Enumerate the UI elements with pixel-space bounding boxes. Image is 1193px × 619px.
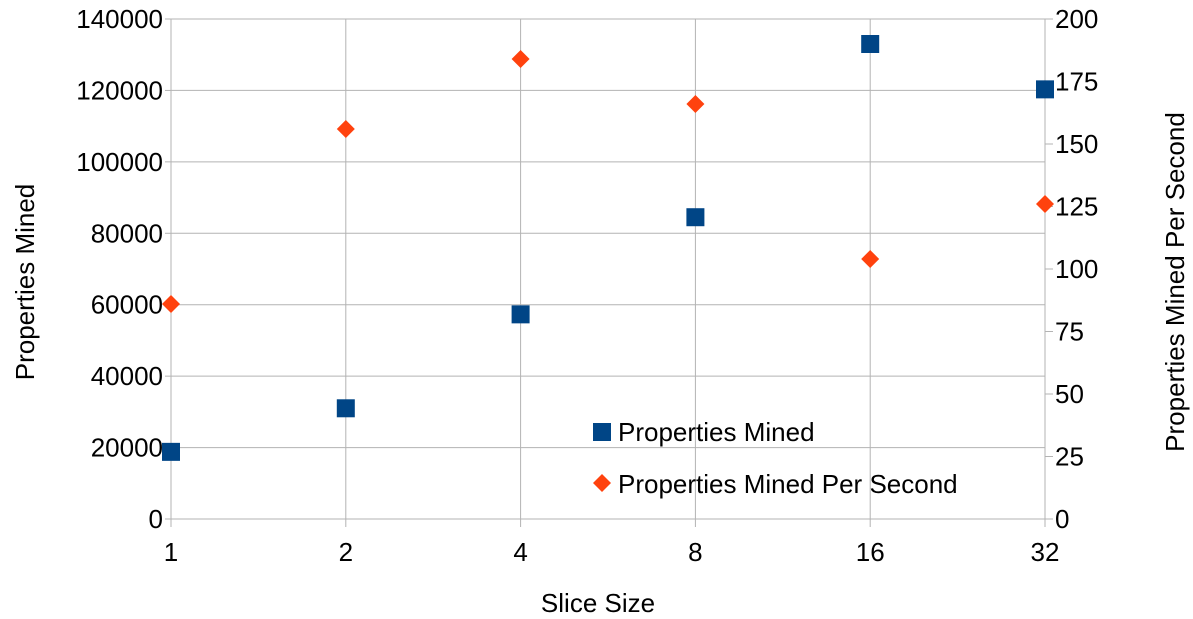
y-left-axis-title: Properties Mined [10,184,40,381]
x-tick-label: 16 [856,537,885,567]
y-left-tick-label: 60000 [91,290,163,320]
x-tick-label: 8 [688,537,702,567]
legend-label-properties-mined: Properties Mined [618,417,815,447]
y-right-ticks: 0 25 50 75 100 125 150 175 200 [1055,4,1098,534]
data-point-properties-mined-per-second [1036,195,1054,213]
y-right-tick-label: 200 [1055,4,1098,34]
y-left-tick-label: 0 [149,504,163,534]
y-right-tick-label: 0 [1055,504,1069,534]
y-right-tick-label: 175 [1055,67,1098,97]
data-point-properties-mined-per-second [162,295,180,313]
data-point-properties-mined [861,35,880,53]
y-left-tick-label: 120000 [76,75,163,105]
legend-diamond-icon [593,474,611,492]
x-tick-label: 1 [164,537,178,567]
legend-label-properties-mined-per-second: Properties Mined Per Second [618,469,958,499]
legend: Properties Mined Properties Mined Per Se… [593,417,958,499]
data-point-properties-mined [1036,80,1054,99]
data-point-properties-mined-per-second [336,120,355,138]
data-point-properties-mined [336,399,355,418]
y-right-tick-label: 150 [1055,129,1098,159]
y-left-tick-label: 140000 [76,4,163,34]
data-points [162,35,1054,461]
data-point-properties-mined-per-second [511,50,530,68]
grid [170,18,1046,520]
y-right-tick-label: 125 [1055,192,1098,222]
x-tick-label: 2 [339,537,353,567]
data-point-properties-mined [686,208,705,227]
data-point-properties-mined [511,305,530,324]
y-right-tick-label: 25 [1055,442,1084,472]
y-right-tick-label: 100 [1055,254,1098,284]
data-point-properties-mined [162,442,180,461]
data-point-properties-mined-per-second [686,95,705,113]
y-left-tick-label: 80000 [91,218,163,248]
data-point-properties-mined-per-second [861,250,880,268]
y-right-tick-label: 50 [1055,379,1084,409]
y-left-tick-label: 100000 [76,147,163,177]
x-tick-label: 32 [1031,537,1060,567]
x-tick-label: 4 [513,537,527,567]
y-left-ticks: 0 20000 40000 60000 80000 100000 120000 140000 [76,4,163,534]
x-axis-title: Slice Size [541,588,655,618]
y-left-tick-label: 20000 [91,433,163,463]
y-left-tick-label: 40000 [91,361,163,391]
axes [165,18,1053,527]
legend-square-icon [593,423,611,441]
x-ticks: 1 2 4 8 16 32 [164,537,1060,567]
y-right-tick-label: 75 [1055,317,1084,347]
y-right-axis-title: Properties Mined Per Second [1160,112,1190,452]
